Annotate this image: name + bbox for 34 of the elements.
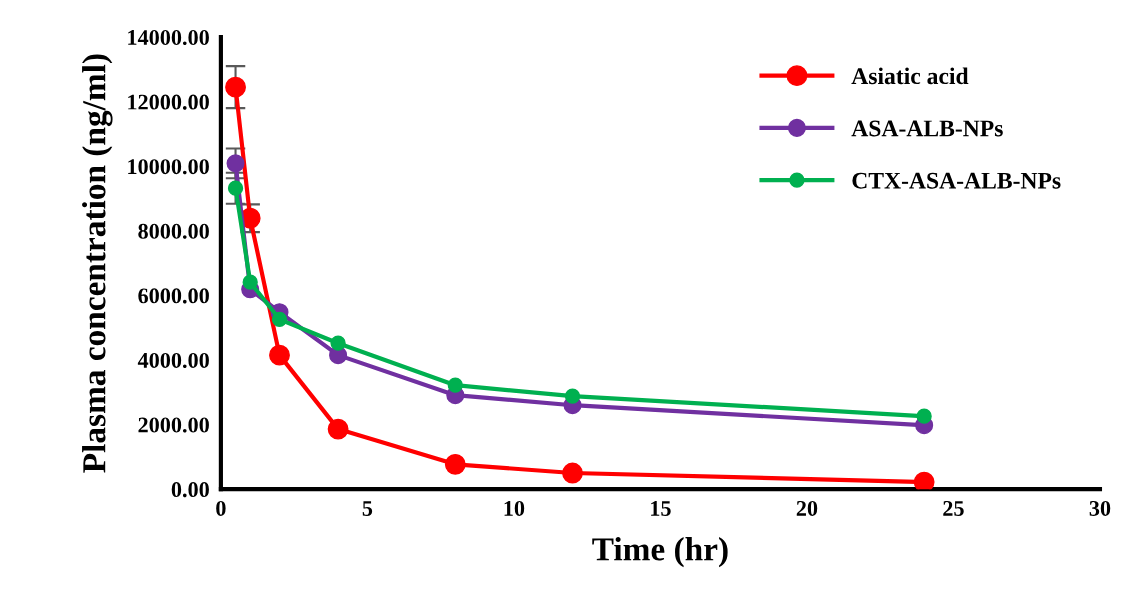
point bbox=[447, 377, 463, 393]
y-tick-label: 2000.00 bbox=[138, 417, 209, 433]
point bbox=[226, 154, 245, 173]
point bbox=[225, 76, 246, 98]
point bbox=[444, 453, 466, 475]
point bbox=[269, 344, 290, 366]
x-tick-label: 30 bbox=[1089, 500, 1111, 516]
point bbox=[562, 462, 583, 484]
point bbox=[227, 180, 244, 196]
point bbox=[330, 335, 346, 351]
x-tick-label: 20 bbox=[796, 500, 818, 516]
y-tick-label: 0.00 bbox=[171, 482, 209, 498]
x-tick-label: 15 bbox=[651, 501, 671, 516]
point bbox=[327, 418, 349, 440]
x-tick-label: 5 bbox=[362, 501, 373, 516]
point bbox=[242, 274, 258, 290]
y-tick-label: 12000.00 bbox=[128, 94, 209, 110]
x-tick-label: 25 bbox=[943, 500, 964, 516]
y-axis-title: Plasma concentration (ng/ml) bbox=[82, 54, 113, 473]
y-tick-label: 14000.00 bbox=[128, 30, 209, 46]
y-tick-label: 6000.00 bbox=[138, 288, 209, 304]
x-axis-title: Time (hr) bbox=[592, 537, 728, 568]
point bbox=[913, 471, 935, 490]
x-tick-label: 10 bbox=[504, 500, 525, 516]
legend-label: CTX-ASA-ALB-NPs bbox=[852, 172, 1061, 189]
legend-label: ASA-ALB-NPs bbox=[851, 120, 1003, 137]
point bbox=[271, 311, 288, 327]
point bbox=[916, 408, 932, 424]
y-tick-label: 10000.00 bbox=[128, 159, 209, 175]
legend-label: Asiatic acid bbox=[851, 67, 969, 85]
y-tick-label: 8000.00 bbox=[138, 223, 209, 239]
x-tick-label: 0 bbox=[216, 500, 226, 516]
point bbox=[564, 388, 581, 404]
y-tick-label: 4000.00 bbox=[137, 352, 209, 369]
